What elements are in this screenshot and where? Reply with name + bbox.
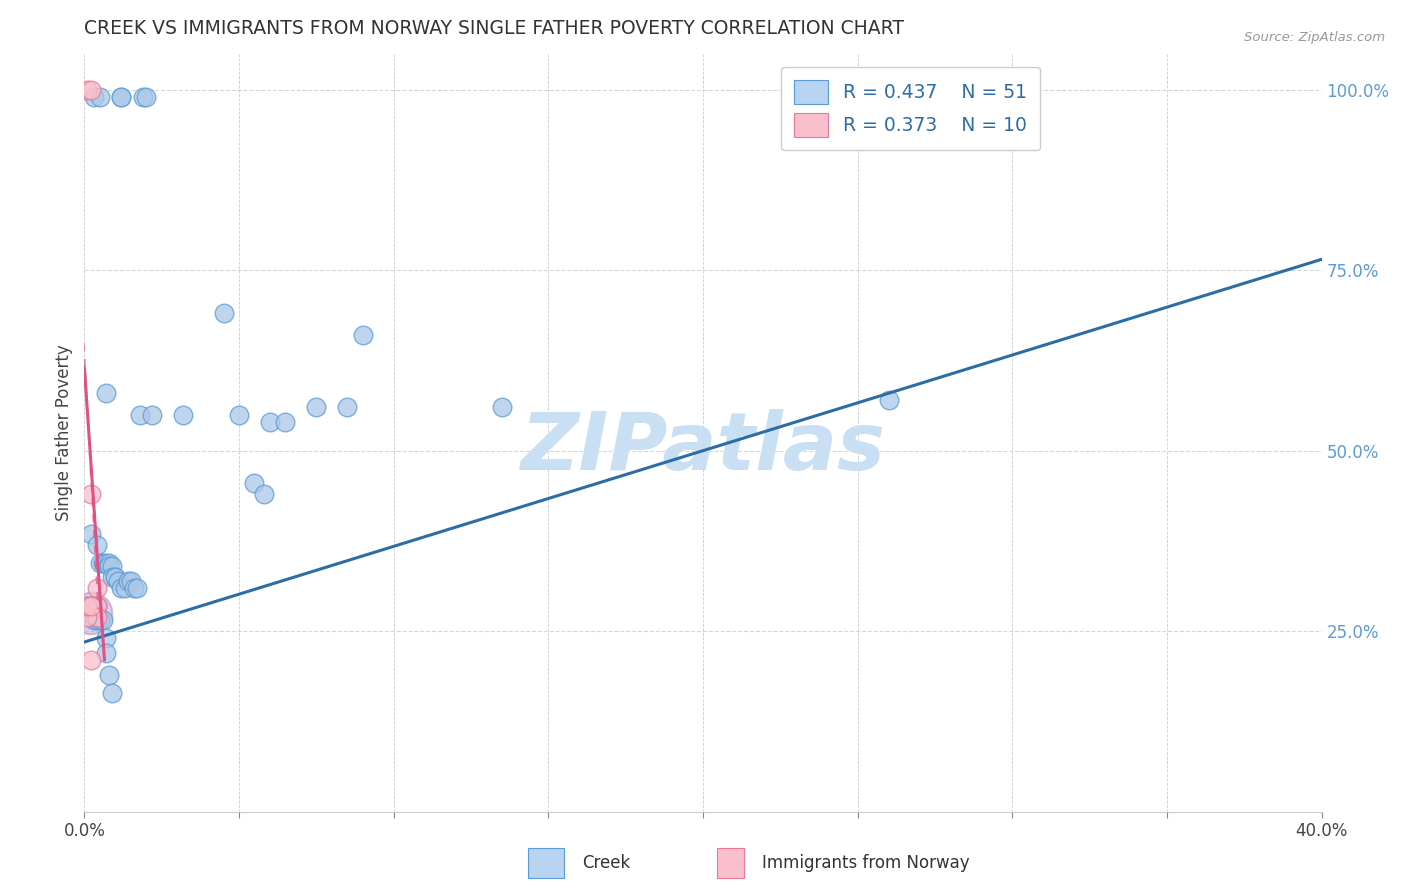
Point <box>76 599 98 613</box>
Point <box>259 415 281 429</box>
Point <box>352 328 374 343</box>
Point <box>336 401 359 415</box>
Point <box>135 90 157 104</box>
Point <box>141 408 163 422</box>
Point <box>79 487 101 501</box>
Point <box>83 90 105 104</box>
Point <box>117 574 139 588</box>
FancyBboxPatch shape <box>529 848 564 878</box>
FancyBboxPatch shape <box>717 848 744 878</box>
Point <box>83 613 105 627</box>
Text: CREEK VS IMMIGRANTS FROM NORWAY SINGLE FATHER POVERTY CORRELATION CHART: CREEK VS IMMIGRANTS FROM NORWAY SINGLE F… <box>84 19 904 38</box>
Point <box>76 599 98 613</box>
Point <box>491 401 513 415</box>
Point <box>86 599 108 613</box>
Point <box>79 526 101 541</box>
Point <box>101 559 124 574</box>
Point <box>129 408 152 422</box>
Point <box>212 306 235 320</box>
Point <box>877 393 900 408</box>
Point <box>89 613 111 627</box>
Y-axis label: Single Father Poverty: Single Father Poverty <box>55 344 73 521</box>
Point <box>122 581 145 595</box>
Point <box>86 599 108 613</box>
Point <box>79 653 101 667</box>
Point <box>110 90 132 104</box>
Point <box>107 574 129 588</box>
Text: Immigrants from Norway: Immigrants from Norway <box>762 854 970 872</box>
Point <box>120 574 142 588</box>
Point <box>89 90 111 104</box>
Point <box>79 599 101 613</box>
Point <box>76 609 98 624</box>
Point <box>253 487 276 501</box>
Point <box>132 90 155 104</box>
Point <box>104 570 127 584</box>
Point <box>89 556 111 570</box>
Point <box>83 599 105 613</box>
Text: ZIPatlas: ZIPatlas <box>520 409 886 487</box>
Point <box>79 606 101 620</box>
Point <box>86 537 108 551</box>
Point <box>228 408 250 422</box>
Point <box>101 685 124 699</box>
Point <box>274 415 297 429</box>
Point <box>172 408 194 422</box>
Point <box>110 581 132 595</box>
Point <box>101 570 124 584</box>
Point <box>104 570 127 584</box>
Point <box>91 613 114 627</box>
Point <box>125 581 148 595</box>
Point <box>243 476 266 491</box>
Point <box>305 401 328 415</box>
Point <box>94 632 117 646</box>
Point <box>79 82 101 96</box>
Point <box>91 556 114 570</box>
Legend: R = 0.437    N = 51, R = 0.373    N = 10: R = 0.437 N = 51, R = 0.373 N = 10 <box>782 67 1040 151</box>
Point <box>110 90 132 104</box>
Point <box>86 613 108 627</box>
Point <box>86 581 108 595</box>
Point <box>79 599 101 613</box>
Text: Creek: Creek <box>582 854 630 872</box>
Point <box>114 581 136 595</box>
Point <box>94 385 117 400</box>
Point <box>98 559 121 574</box>
Point <box>98 667 121 681</box>
Point <box>98 556 121 570</box>
Text: Source: ZipAtlas.com: Source: ZipAtlas.com <box>1244 31 1385 45</box>
Point <box>76 82 98 96</box>
Point <box>94 556 117 570</box>
Point <box>86 609 108 624</box>
Point <box>94 646 117 660</box>
